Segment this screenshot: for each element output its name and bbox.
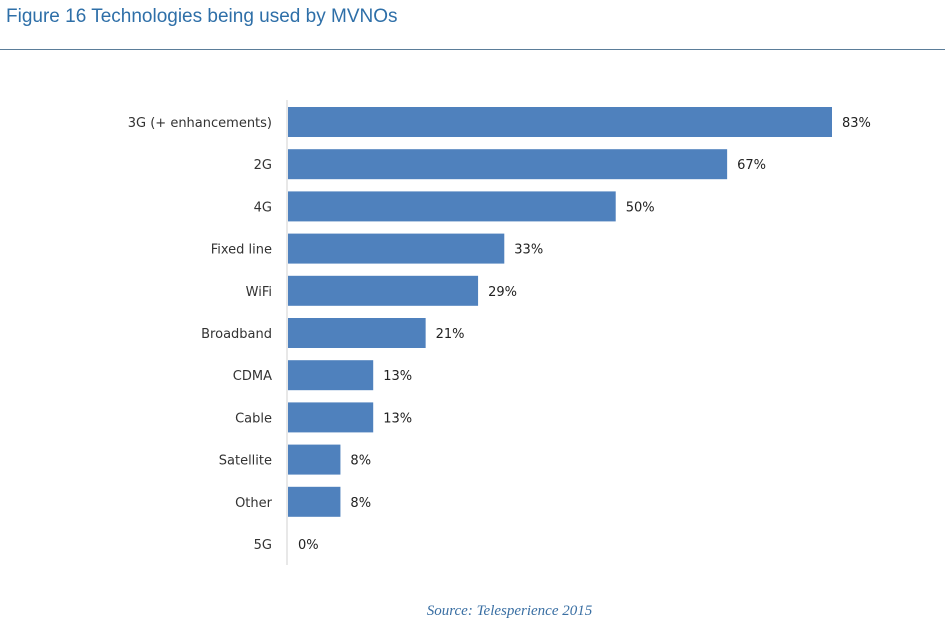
category-label: Broadband (201, 327, 272, 342)
bars-group: 3G (+ enhancements) 83% 2G 67% 4G 50% Fixed li… (128, 107, 871, 553)
bar (288, 191, 616, 222)
category-label: Satellite (219, 454, 272, 469)
bar (288, 318, 426, 348)
bar (288, 486, 341, 517)
category-label: Other (235, 496, 273, 511)
value-label: 13% (383, 411, 412, 426)
title-divider (0, 49, 945, 50)
value-label: 13% (383, 369, 412, 384)
bar-chart: 3G (+ enhancements) 83% 2G 67% 4G 50% Fixed li… (128, 100, 871, 565)
bar (288, 360, 374, 391)
category-label: WiFi (246, 285, 272, 300)
value-label: 8% (350, 496, 371, 511)
category-label: Cable (235, 411, 272, 426)
value-label: 67% (737, 158, 766, 173)
category-label: CDMA (233, 369, 272, 384)
value-label: 29% (488, 285, 517, 300)
value-label: 0% (298, 538, 319, 553)
bar (288, 444, 341, 475)
category-label: Fixed line (211, 243, 272, 258)
bar (288, 233, 505, 264)
bar (288, 402, 374, 433)
value-label: 83% (842, 116, 871, 131)
category-label: 5G (254, 538, 272, 553)
value-label: 50% (626, 200, 655, 215)
source-note: Source: Telesperience 2015 (426, 603, 593, 619)
category-label: 3G (+ enhancements) (128, 116, 272, 131)
value-label: 21% (436, 327, 465, 342)
category-label: 4G (254, 200, 272, 215)
bar (288, 149, 728, 180)
value-label: 8% (350, 454, 371, 469)
bar (288, 107, 832, 137)
figure-title: Figure 16 Technologies being used by MVN… (6, 6, 398, 27)
value-label: 33% (514, 243, 543, 258)
bar (288, 275, 479, 306)
category-label: 2G (254, 158, 272, 173)
